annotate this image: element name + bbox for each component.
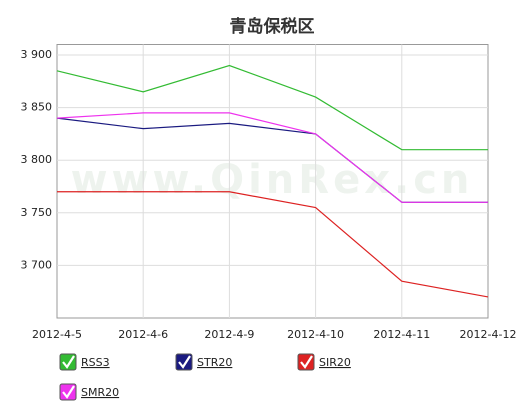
legend-label[interactable]: RSS3 <box>81 356 110 369</box>
y-tick-label: 3 850 <box>21 101 53 114</box>
legend-check <box>62 355 75 369</box>
series-line <box>56 64 488 151</box>
x-tick-label: 2012-4-11 <box>373 328 430 341</box>
legend-label[interactable]: SIR20 <box>319 356 351 369</box>
y-tick-label: 3 800 <box>21 153 53 166</box>
legend-item[interactable]: SMR20 <box>59 383 119 401</box>
legend-check <box>62 385 75 399</box>
y-tick-label: 3 900 <box>21 48 53 61</box>
watermark: www.QinRex.cn <box>71 157 474 203</box>
legend-item[interactable]: SIR20 <box>297 353 351 371</box>
legend-item[interactable]: RSS3 <box>59 353 110 371</box>
series-line <box>56 112 488 203</box>
x-tick-label: 2012-4-6 <box>118 328 168 341</box>
y-tick-label: 3 750 <box>21 206 53 219</box>
x-tick-label: 2012-4-10 <box>287 328 344 341</box>
x-tick-label: 2012-4-5 <box>32 328 82 341</box>
legend-item[interactable]: STR20 <box>175 353 232 371</box>
y-tick-label: 3 700 <box>21 258 53 271</box>
legend-label[interactable]: STR20 <box>197 356 232 369</box>
x-tick-label: 2012-4-12 <box>460 328 517 341</box>
legend-check <box>300 355 313 369</box>
chart-title: 青岛保税区 <box>230 16 315 37</box>
x-tick-label: 2012-4-9 <box>204 328 254 341</box>
legend-label[interactable]: SMR20 <box>81 386 119 399</box>
legend-check <box>178 355 191 369</box>
series-line <box>57 191 489 298</box>
plot-frame <box>56 44 489 319</box>
